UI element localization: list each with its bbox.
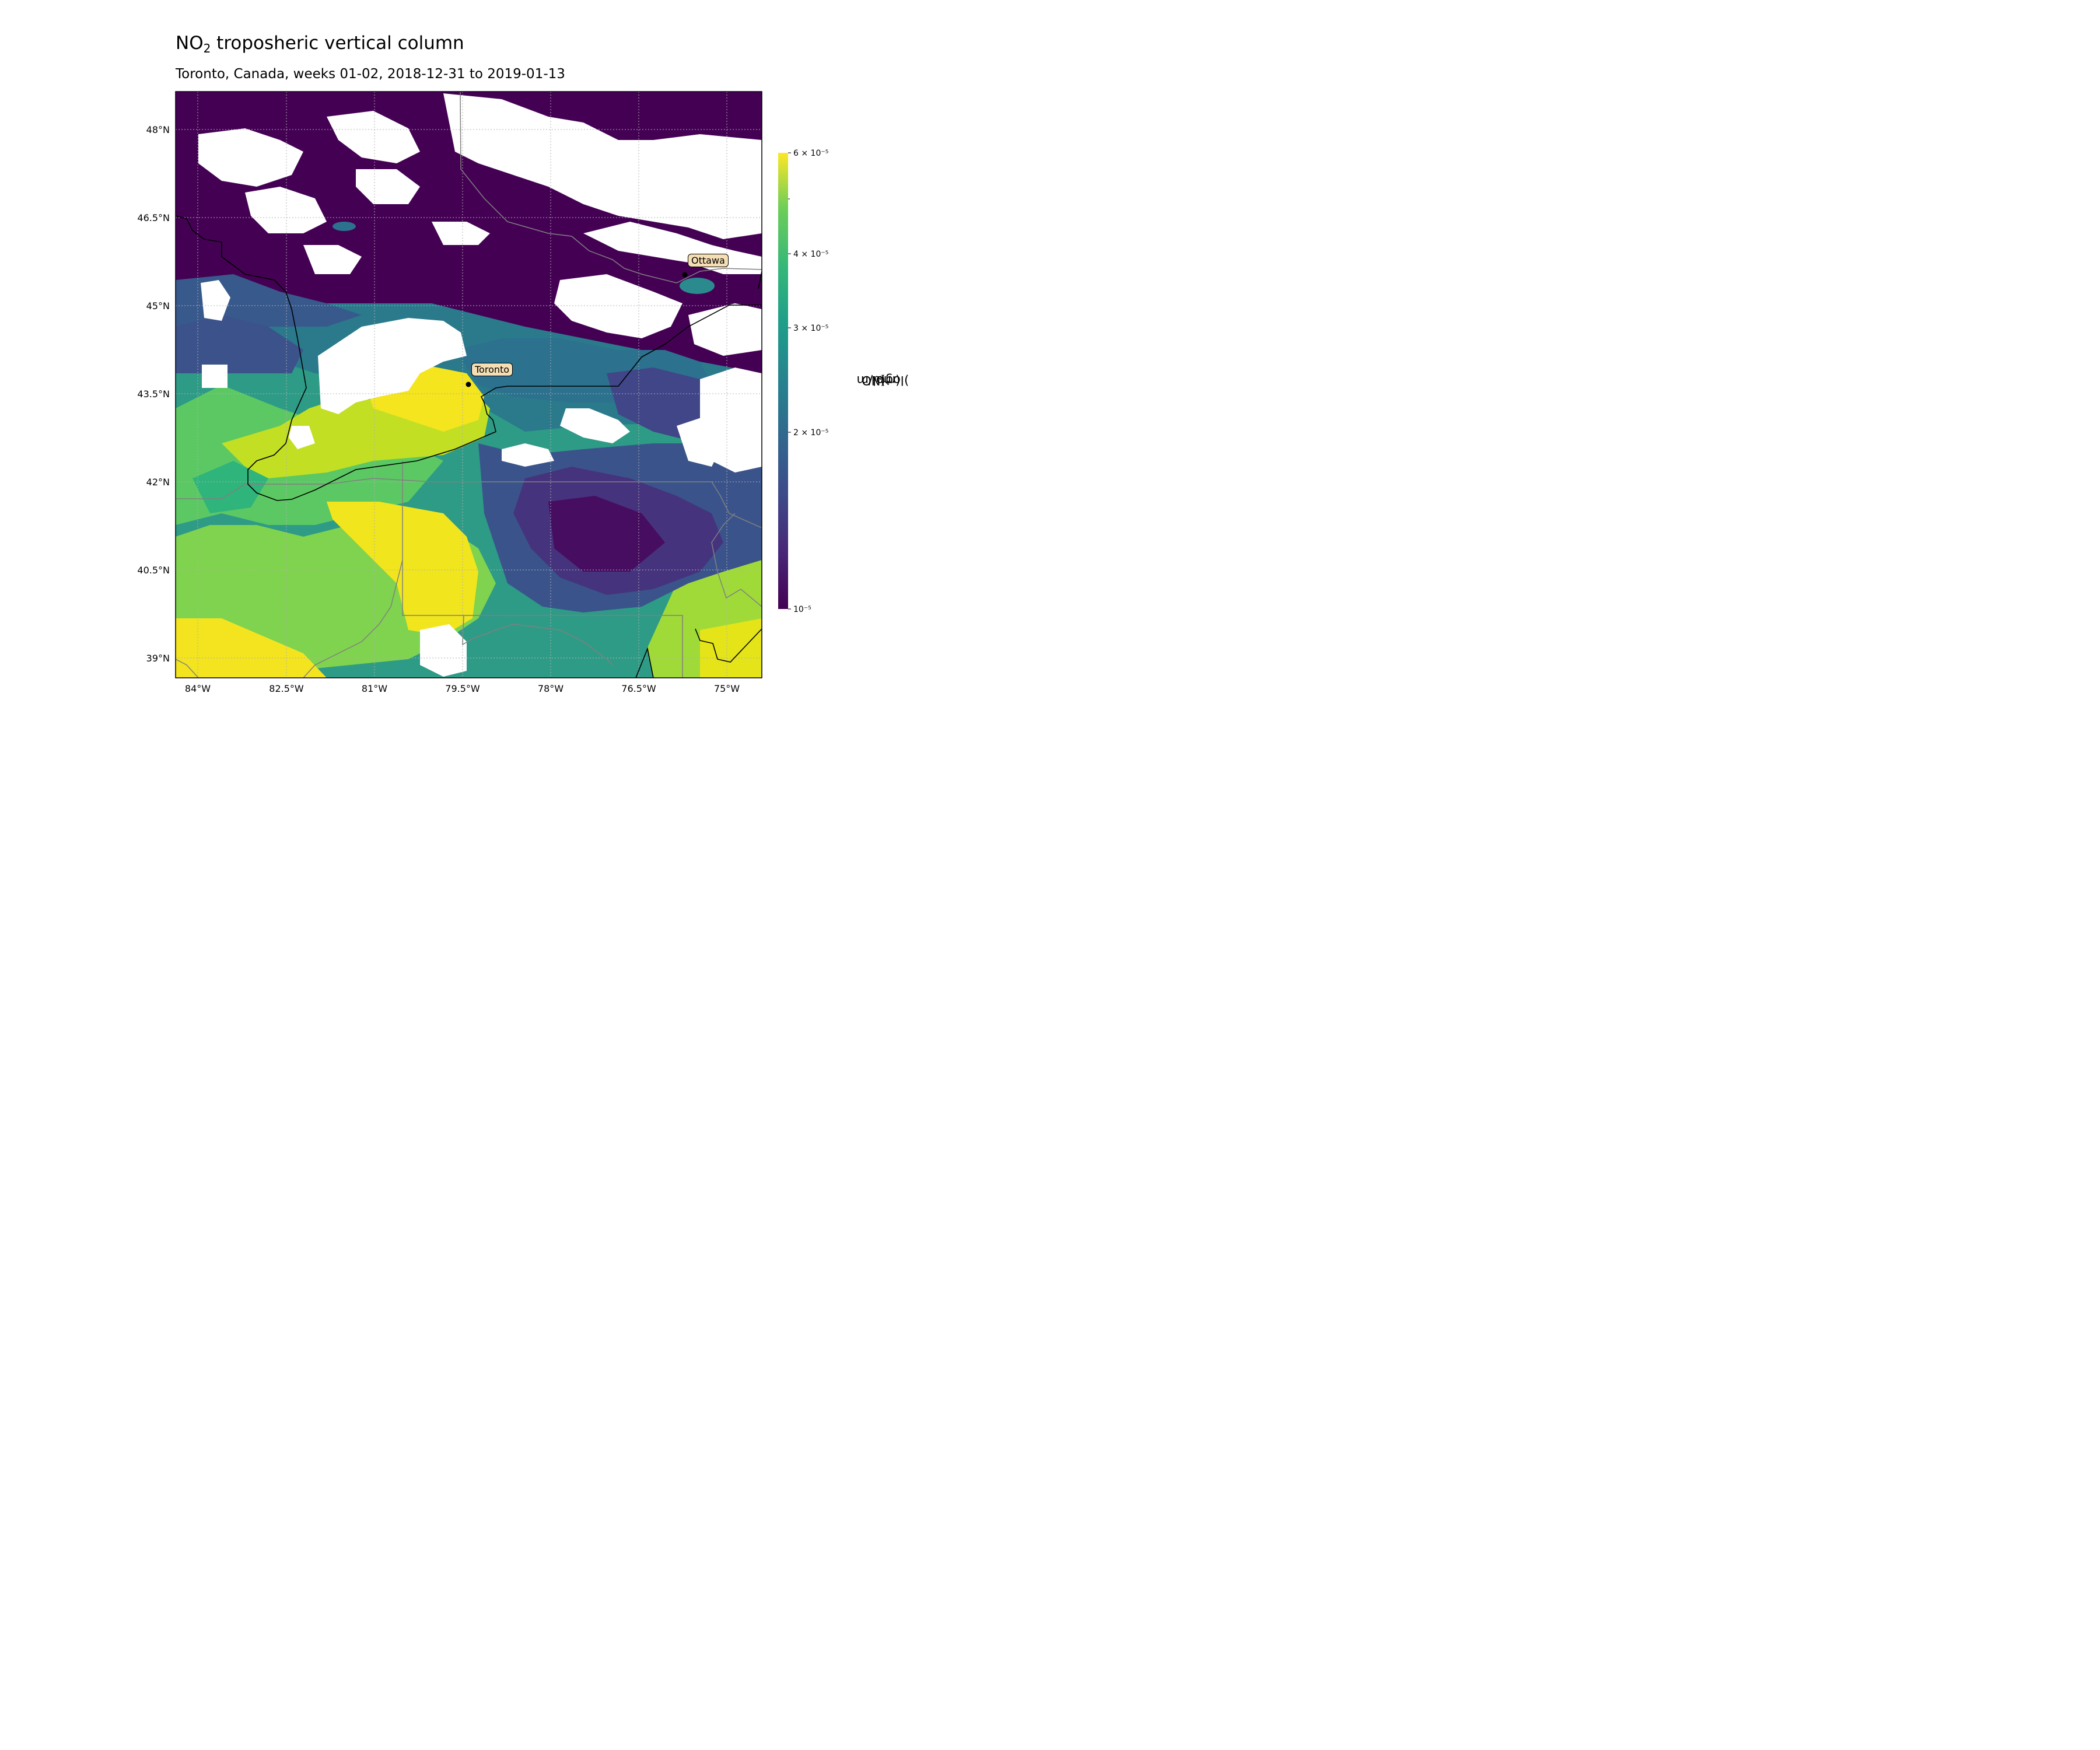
y-tick-label: 45°N — [146, 300, 170, 312]
title-rest: troposheric vertical column — [211, 33, 464, 54]
toronto-marker — [466, 382, 471, 387]
x-tick-label: 84°W — [185, 683, 211, 694]
x-tick-label: 79.5°W — [445, 683, 480, 694]
colorbar-tick-label: 10⁻⁵ — [793, 605, 811, 614]
title-subscript: 2 — [203, 41, 211, 55]
y-tick-label: 42°N — [146, 477, 170, 488]
x-tick-label: 82.5°W — [269, 683, 304, 694]
y-tick-label: 39°N — [146, 653, 170, 664]
coastline-borders — [176, 215, 762, 678]
no2-raster — [176, 92, 762, 678]
toronto-label: Toronto — [471, 363, 513, 376]
x-tick-labels: 84°W 82.5°W 81°W 79.5°W 78°W 76.5°W 75°W — [185, 683, 740, 694]
x-tick-label: 78°W — [538, 683, 564, 694]
x-tick-label: 75°W — [714, 683, 740, 694]
colorbar-tick-labels: 6 × 10⁻⁵ 4 × 10⁻⁵ 3 × 10⁻⁵ 2 × 10⁻⁵ 10⁻⁵ — [793, 149, 828, 614]
x-tick-label: 81°W — [362, 683, 387, 694]
y-tick-labels: 48°N 46.5°N 45°N 43.5°N 42°N 40.5°N 39°N — [137, 124, 170, 664]
y-tick-label: 40.5°N — [137, 565, 170, 576]
chart-title: NO2 troposheric vertical column — [176, 33, 464, 55]
colorbar-tick-label: 4 × 10⁻⁵ — [793, 250, 828, 259]
y-tick-label: 48°N — [146, 124, 170, 135]
map-frame — [175, 91, 762, 678]
cb-label-suffix: ) — [880, 373, 886, 387]
map-figure: 84°W 82.5°W 81°W 79.5°W 78°W 76.5°W 75°W… — [137, 91, 828, 694]
colorbar-label: log(NO 2) (mol/m 2) — [856, 373, 909, 387]
colorbar-ticks — [788, 152, 791, 610]
y-tick-label: 46.5°N — [137, 212, 170, 223]
title-main: NO — [176, 33, 204, 54]
x-tick-label: 76.5°W — [621, 683, 656, 694]
ottawa-marker — [682, 272, 688, 278]
admin-borders — [176, 92, 762, 678]
chart-subtitle: Toronto, Canada, weeks 01-02, 2018-12-31… — [176, 66, 565, 82]
colorbar-tick-label: 2 × 10⁻⁵ — [793, 428, 828, 438]
y-tick-label: 43.5°N — [137, 388, 170, 400]
colorbar — [778, 153, 788, 609]
colorbar-tick-label: 6 × 10⁻⁵ — [793, 149, 828, 158]
ottawa-label: Ottawa — [688, 254, 729, 267]
colorbar-tick-label: 3 × 10⁻⁵ — [793, 324, 828, 333]
